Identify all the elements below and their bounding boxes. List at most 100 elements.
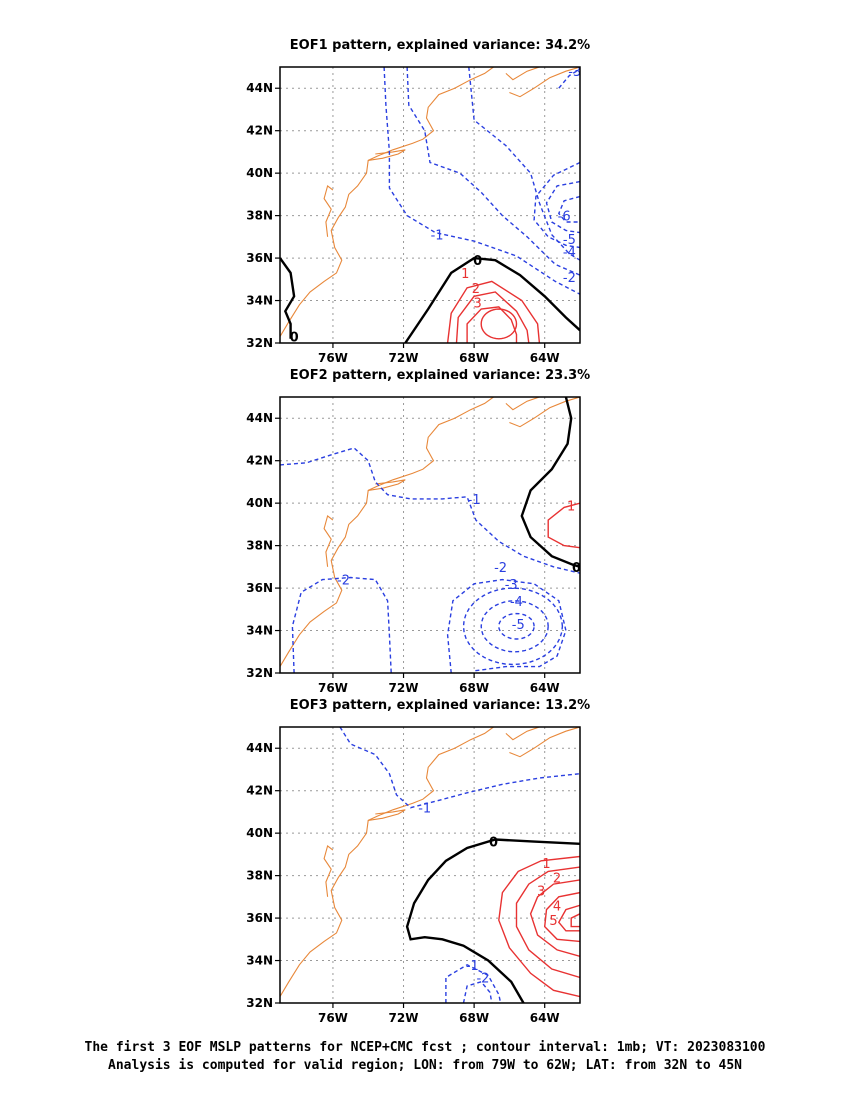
negative-contour <box>558 68 580 89</box>
contour-label: 3 <box>537 884 545 899</box>
coastline <box>509 67 580 98</box>
y-tick-label: 44N <box>246 81 273 95</box>
contour-label: 0 <box>473 254 482 269</box>
plot-frame <box>279 396 581 674</box>
negative-contour <box>468 67 580 261</box>
coastline <box>368 809 406 821</box>
y-tick-label: 44N <box>246 741 273 755</box>
y-tick-label: 34N <box>246 954 273 968</box>
coastline <box>368 149 406 161</box>
y-tick-label: 40N <box>246 166 273 180</box>
eof2-plot-area: -1 1 0 -2 -2 -3 -4 -5 <box>280 397 581 673</box>
positive-contour <box>515 866 580 979</box>
contour-label: -3 <box>505 578 518 593</box>
y-tick-label: 34N <box>246 294 273 308</box>
negative-contour <box>557 195 580 223</box>
contour-label: -5 <box>563 233 576 248</box>
y-tick-label: 40N <box>246 496 273 510</box>
contour-label: 1 <box>461 267 469 282</box>
negative-contour <box>446 578 567 673</box>
negative-contour <box>445 964 502 1003</box>
coastline <box>509 397 580 428</box>
contour-label: -2 <box>494 561 507 576</box>
contour-label: -3 <box>568 65 581 80</box>
positive-contour <box>543 891 580 943</box>
eof2-panel: EOF2 pattern, explained variance: 23.3% -… <box>246 368 590 695</box>
zero-contour <box>280 257 296 339</box>
positive-contour <box>446 280 541 343</box>
y-tick-label: 38N <box>246 539 273 553</box>
y-tick-label: 40N <box>246 826 273 840</box>
zero-contour <box>405 838 580 1003</box>
y-tick-label: 44N <box>246 411 273 425</box>
contour-label: 2 <box>472 282 480 297</box>
zero-contour <box>404 256 580 343</box>
x-tick-label: 76W <box>318 681 348 695</box>
positive-contour <box>570 913 580 928</box>
negative-contour <box>498 612 535 640</box>
coastline <box>509 727 580 758</box>
y-tick-label: 34N <box>246 624 273 638</box>
plot-frame <box>279 66 581 344</box>
positive-contour <box>455 291 530 343</box>
negative-contour <box>462 980 493 1003</box>
y-tick-label: 32N <box>246 336 273 350</box>
contour-label: 0 <box>572 561 581 576</box>
caption-line-1: The first 3 EOF MSLP patterns for NCEP+C… <box>84 1040 766 1055</box>
contour-label: -6 <box>558 210 571 225</box>
coastline <box>323 514 334 567</box>
y-tick-label: 42N <box>246 784 273 798</box>
y-tick-label: 38N <box>246 209 273 223</box>
negative-contour <box>533 161 580 249</box>
x-tick-label: 68W <box>459 1011 489 1025</box>
y-tick-label: 42N <box>246 124 273 138</box>
y-tick-label: 32N <box>246 996 273 1010</box>
eof3-title: EOF3 pattern, explained variance: 13.2% <box>290 698 590 713</box>
negative-contour <box>406 67 580 276</box>
contour-label: -5 <box>512 618 525 633</box>
x-tick-label: 72W <box>389 681 419 695</box>
contour-label: 1 <box>542 857 550 872</box>
negative-contour <box>339 727 580 809</box>
plot-frame <box>279 726 581 1004</box>
negative-contour <box>280 447 580 574</box>
contour-label: -1 <box>418 802 431 817</box>
x-tick-label: 76W <box>318 1011 348 1025</box>
coastline <box>323 844 334 897</box>
contour-label: -1 <box>466 959 479 974</box>
x-tick-label: 72W <box>389 351 419 365</box>
eof2-title: EOF2 pattern, explained variance: 23.3% <box>290 368 590 383</box>
coastline <box>505 727 540 741</box>
contour-label: -2 <box>337 574 350 589</box>
contour-label: 3 <box>474 297 482 312</box>
positive-contour <box>557 904 580 932</box>
x-tick-label: 72W <box>389 1011 419 1025</box>
x-tick-label: 64W <box>530 351 560 365</box>
coastline <box>505 67 540 81</box>
positive-contour <box>547 502 580 549</box>
positive-contour <box>466 306 518 343</box>
x-tick-label: 64W <box>530 1011 560 1025</box>
negative-contour <box>545 180 580 234</box>
x-tick-label: 64W <box>530 681 560 695</box>
y-tick-label: 36N <box>246 911 273 925</box>
eof1-title: EOF1 pattern, explained variance: 34.2% <box>290 38 590 53</box>
contour-label: -2 <box>563 271 576 286</box>
x-tick-label: 68W <box>459 351 489 365</box>
y-tick-label: 36N <box>246 251 273 265</box>
caption-line-2: Analysis is computed for valid region; L… <box>108 1058 742 1073</box>
coastline <box>368 479 406 491</box>
contour-label: 1 <box>567 499 575 514</box>
contour-label: 4 <box>553 899 561 914</box>
negative-contour <box>291 576 392 673</box>
y-tick-label: 38N <box>246 869 273 883</box>
coastline <box>280 67 494 337</box>
contour-label: 0 <box>290 331 299 346</box>
y-tick-label: 32N <box>246 666 273 680</box>
eof3-panel: EOF3 pattern, explained variance: 13.2% -… <box>246 698 590 1025</box>
positive-contour <box>480 308 518 340</box>
contour-label: -1 <box>431 229 444 244</box>
